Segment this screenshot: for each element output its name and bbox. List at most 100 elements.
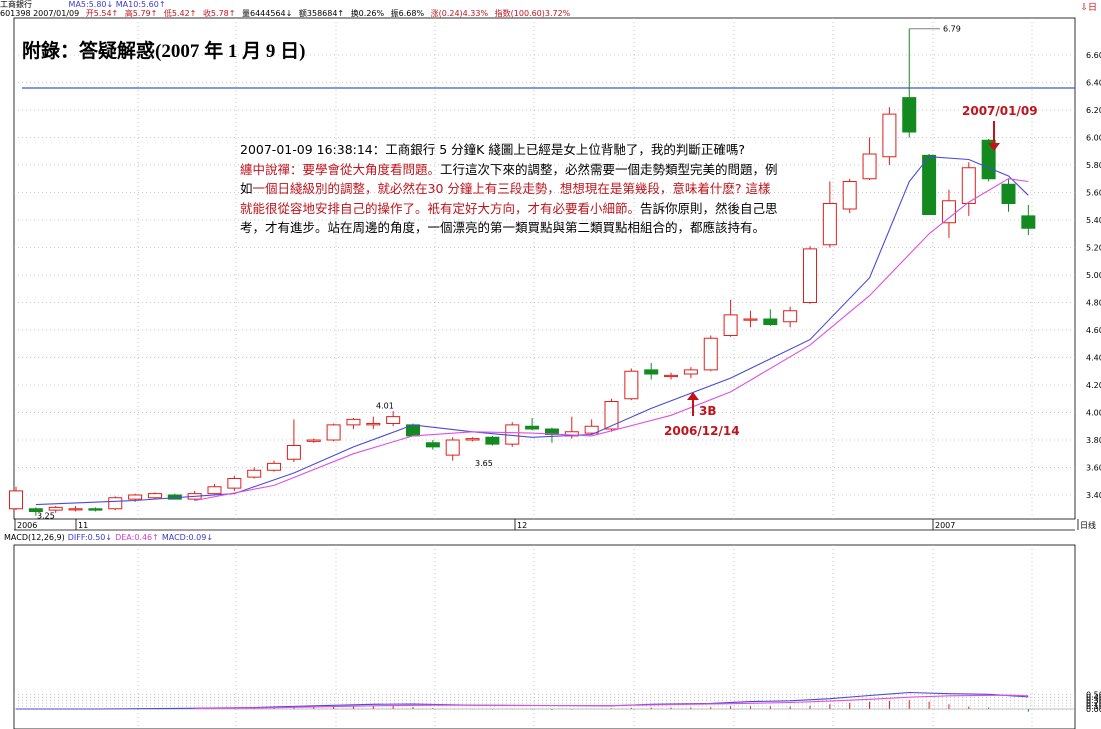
price-tick-label: 6.00 (1086, 134, 1101, 143)
candle-up (128, 494, 143, 500)
price-tick-label: 4.80 (1086, 299, 1101, 308)
header-line-2: 601398 2007/01/09 开5.54↑ 高5.79↑ 低5.42↑ 收… (0, 9, 574, 18)
index-value: 指数(100.60)3.72% (494, 9, 571, 18)
macd-legend-item: DIFF:0.50↓ (68, 533, 112, 542)
macd-tick-label: 0.40 (1086, 693, 1101, 702)
price-tick-label: 5.60 (1086, 189, 1101, 198)
candle-up (306, 439, 321, 442)
candle-up (68, 508, 83, 511)
macd-tick-label: 0.10 (1086, 702, 1101, 711)
macd-legend-item: MACD:0.09↓ (162, 533, 213, 542)
ma-legend: MA5:5.80↓ MA10:5.60↑ (68, 0, 166, 9)
candle-up (624, 370, 639, 400)
candle-up (723, 314, 738, 336)
candle-up (584, 425, 599, 434)
price-grid: 6.60 6.40 6.20 6.00 5.80 5.60 5.40 5.20 5.00 4.80… (13, 17, 1101, 531)
macd-panel (14, 691, 1075, 712)
candle-up (207, 486, 222, 495)
price-tick-label: 3.60 (1086, 464, 1101, 473)
macd-tick-label: 0.30 (1086, 696, 1101, 705)
annotation-3b: 3B (699, 404, 717, 418)
candle-down (28, 508, 43, 512)
change-value: 涨(0.24)4.33% (430, 9, 489, 18)
macd-legend: MACD(12,26,9) DIFF:0.50↓ DEA:0.46↑ MACD:0.0… (4, 533, 213, 542)
open-value: 开5.54↑ (85, 9, 119, 18)
note-answer-red-2: 一個日綫級別的調整，就必然在30 分鐘上有三段走勢，想想現在是第幾段，意味着什麽… (240, 181, 771, 216)
candles (9, 28, 1036, 516)
header-line-1: 工商銀行 MA5:5.80↓ MA10:5.60↑ (0, 0, 170, 9)
candle-down (922, 154, 937, 215)
candle-up (822, 203, 837, 246)
price-extreme-label: 4.01 (376, 401, 394, 410)
qa-note: 2007-01-09 16:38:14：工商銀行 5 分鐘K 綫圖上已經是女上位… (240, 140, 780, 238)
candle-down (902, 97, 917, 133)
candle-up (941, 200, 956, 224)
candle-up (842, 181, 857, 210)
macd-frame (13, 544, 1076, 729)
low-value: 低5.42↑ (163, 9, 197, 18)
price-tick-label: 4.20 (1086, 381, 1101, 390)
arrow-up-head (687, 392, 699, 400)
candle-down (425, 442, 440, 448)
candle-down (88, 508, 103, 511)
price-tick-label: 5.20 (1086, 244, 1101, 253)
macd-legend-item: DEA:0.46↑ (115, 533, 159, 542)
candle-up (267, 462, 282, 471)
time-axis-label: 日线 (1080, 520, 1096, 530)
candle-up (286, 445, 301, 460)
amount-value: 额358684↑ (298, 9, 345, 18)
stock-name: 工商銀行 (0, 0, 32, 9)
close-value: 收5.78↑ (202, 9, 236, 18)
candle-up (743, 318, 758, 321)
price-tick-label: 6.40 (1086, 79, 1101, 88)
price-tick-label: 5.80 (1086, 161, 1101, 170)
ma10-line (194, 178, 1029, 502)
diff-line (16, 691, 1029, 710)
candle-up (703, 337, 718, 371)
candle-up (465, 438, 480, 441)
candle-up (48, 506, 63, 511)
candle-down (1021, 215, 1036, 229)
amplitude-value: 振6.68% (390, 9, 425, 18)
candle-up (9, 490, 23, 510)
candle-up (604, 401, 619, 430)
note-answer-1: 工行這次下來的調整，必然需要一個走勢類型完美的問題，例如 (240, 161, 778, 197)
macd-tick-label: 0.20 (1086, 699, 1101, 708)
corner-mark[interactable]: ⇩日 (1080, 3, 1097, 13)
candle-up (346, 418, 361, 426)
macd-tick-label: 0.50 (1086, 690, 1101, 699)
arrow-down-head (988, 143, 1000, 151)
annotation-date-bottom: 2006/12/14 (664, 424, 740, 438)
candle-up (366, 423, 381, 426)
price-tick-label: 4.00 (1086, 409, 1101, 418)
candle-up (147, 493, 162, 499)
annotation-date-top: 2007/01/09 (962, 104, 1038, 118)
high-value: 高5.79↑ (124, 9, 158, 18)
candle-up (664, 374, 679, 378)
candle-down (1001, 183, 1016, 204)
candle-up (445, 439, 460, 456)
price-extreme-label: 3.65 (475, 459, 493, 468)
moving-averages (35, 156, 1029, 506)
price-tick-label: 5.00 (1086, 271, 1101, 280)
page-title: 附錄：答疑解惑(2007 年 1 月 9 日) (22, 41, 306, 62)
macd-grid: 0.500.400.300.200.100.00 MACD(12,26,9)DIF… (4, 533, 1101, 729)
price-tick-label: 3.40 (1086, 491, 1101, 500)
candle-up (683, 369, 698, 375)
macd-legend-item: MACD(12,26,9) (4, 533, 65, 542)
candle-up (247, 469, 262, 478)
candle-down (763, 318, 778, 325)
price-tick-label: 3.80 (1086, 436, 1101, 445)
price-tick-label: 6.20 (1086, 106, 1101, 115)
axes: 6.79 4.01 3.65 3.25 (37, 25, 961, 521)
code-date: 601398 2007/01/09 (0, 9, 80, 18)
macd-tick-label: 0.00 (1086, 705, 1101, 714)
candle-up (783, 310, 798, 323)
price-extreme-label: 6.79 (943, 25, 961, 34)
note-question: 2007-01-09 16:38:14：工商銀行 5 分鐘K 綫圖上已經是女上位… (240, 142, 745, 157)
ma5-line (35, 156, 1029, 506)
price-tick-label: 6.60 (1086, 51, 1101, 60)
candle-down (485, 436, 500, 445)
candle-up (326, 424, 341, 441)
candle-up (882, 113, 897, 158)
